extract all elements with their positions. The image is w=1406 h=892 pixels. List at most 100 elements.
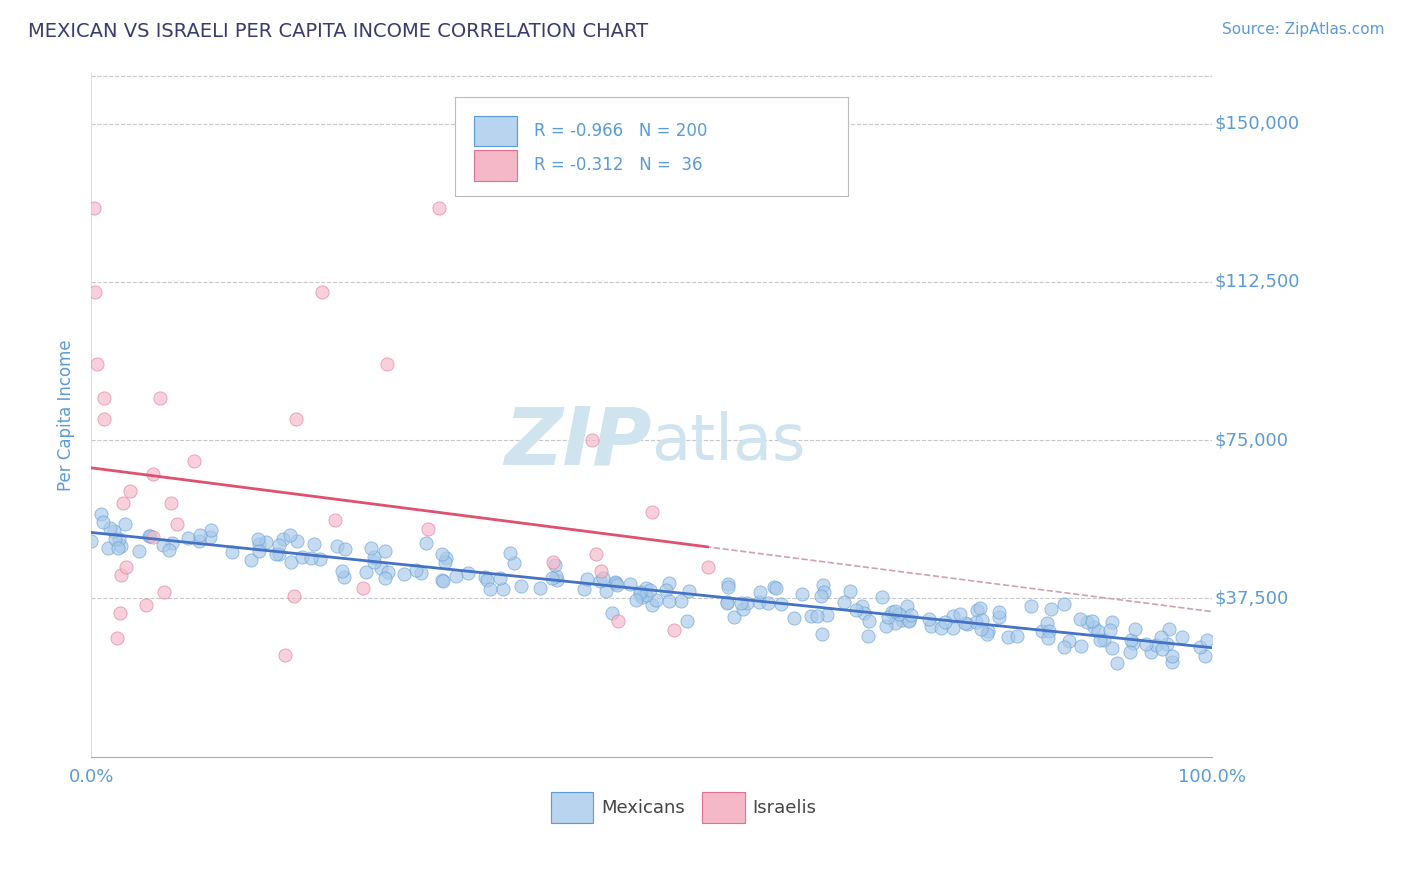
Point bbox=[1053, 597, 1076, 611]
Point bbox=[1156, 637, 1178, 651]
Point bbox=[1195, 632, 1218, 647]
Point bbox=[965, 615, 987, 630]
Point bbox=[918, 612, 941, 626]
Point bbox=[1076, 615, 1098, 630]
Text: $112,500: $112,500 bbox=[1215, 273, 1299, 291]
Point bbox=[970, 622, 993, 636]
Point bbox=[931, 621, 953, 635]
Point bbox=[152, 538, 174, 552]
Point bbox=[183, 454, 205, 468]
Point bbox=[845, 603, 868, 617]
Point bbox=[1069, 612, 1091, 626]
Point bbox=[897, 613, 920, 627]
Point bbox=[311, 285, 333, 300]
Point bbox=[240, 553, 263, 567]
Point bbox=[735, 596, 758, 610]
Text: R = -0.312   N =  36: R = -0.312 N = 36 bbox=[534, 156, 703, 174]
Point bbox=[477, 573, 499, 587]
Point bbox=[135, 598, 157, 612]
Point bbox=[280, 555, 302, 569]
Point bbox=[662, 623, 685, 637]
Point bbox=[159, 496, 181, 510]
Point bbox=[942, 609, 965, 624]
Point bbox=[91, 515, 114, 529]
Point bbox=[269, 547, 291, 561]
Point bbox=[1188, 640, 1211, 654]
Point bbox=[284, 412, 307, 426]
Point bbox=[997, 630, 1019, 644]
Point bbox=[188, 527, 211, 541]
Point bbox=[716, 596, 738, 610]
Point bbox=[595, 584, 617, 599]
Point bbox=[138, 529, 160, 543]
Point bbox=[177, 531, 200, 545]
Point bbox=[581, 433, 603, 447]
Point bbox=[606, 615, 628, 629]
Text: atlas: atlas bbox=[651, 411, 806, 473]
Point bbox=[1088, 632, 1111, 647]
Point bbox=[987, 610, 1010, 624]
Point bbox=[956, 617, 979, 632]
Point bbox=[883, 603, 905, 617]
Point bbox=[363, 549, 385, 564]
Point bbox=[153, 585, 176, 599]
Point bbox=[80, 533, 103, 548]
Point bbox=[157, 543, 180, 558]
Point bbox=[716, 595, 738, 609]
Y-axis label: Per Capita Income: Per Capita Income bbox=[58, 339, 75, 491]
Point bbox=[299, 550, 322, 565]
Point bbox=[575, 572, 598, 586]
Point bbox=[852, 606, 875, 620]
Point bbox=[110, 606, 132, 620]
Point bbox=[851, 599, 873, 614]
Point bbox=[636, 588, 658, 602]
Point bbox=[605, 576, 627, 591]
Point bbox=[1122, 635, 1144, 649]
Point bbox=[1161, 648, 1184, 663]
Point bbox=[111, 496, 134, 510]
Point bbox=[285, 533, 308, 548]
Point bbox=[115, 559, 138, 574]
Point bbox=[142, 467, 165, 481]
Point bbox=[856, 629, 879, 643]
Point bbox=[84, 285, 107, 300]
Point bbox=[221, 545, 243, 559]
Point bbox=[748, 585, 770, 599]
Point bbox=[1038, 624, 1060, 639]
Point bbox=[83, 201, 105, 215]
Point bbox=[589, 574, 612, 588]
Point bbox=[478, 582, 501, 597]
Point bbox=[790, 587, 813, 601]
Point bbox=[430, 547, 453, 561]
Point bbox=[492, 582, 515, 597]
FancyBboxPatch shape bbox=[474, 116, 517, 146]
Point bbox=[110, 539, 132, 553]
Point bbox=[93, 391, 115, 405]
Point bbox=[1101, 615, 1123, 629]
Point bbox=[97, 541, 120, 555]
Point bbox=[499, 546, 522, 560]
Point bbox=[510, 578, 533, 592]
Point bbox=[291, 549, 314, 564]
Point bbox=[330, 564, 353, 578]
Point bbox=[731, 602, 754, 616]
Point bbox=[128, 543, 150, 558]
Point bbox=[283, 589, 305, 603]
Point bbox=[354, 565, 377, 579]
Point bbox=[1083, 620, 1105, 634]
Point bbox=[249, 536, 271, 550]
Point bbox=[114, 517, 136, 532]
Point bbox=[875, 619, 897, 633]
Point bbox=[606, 578, 628, 592]
Point bbox=[638, 582, 661, 597]
Point bbox=[717, 581, 740, 595]
Point bbox=[887, 607, 910, 622]
Point bbox=[93, 412, 115, 426]
Point bbox=[433, 556, 456, 570]
Point bbox=[605, 574, 627, 589]
Point bbox=[187, 534, 209, 549]
Point bbox=[628, 587, 651, 601]
Point bbox=[1139, 645, 1161, 659]
Point bbox=[870, 591, 893, 605]
Point bbox=[86, 357, 108, 371]
